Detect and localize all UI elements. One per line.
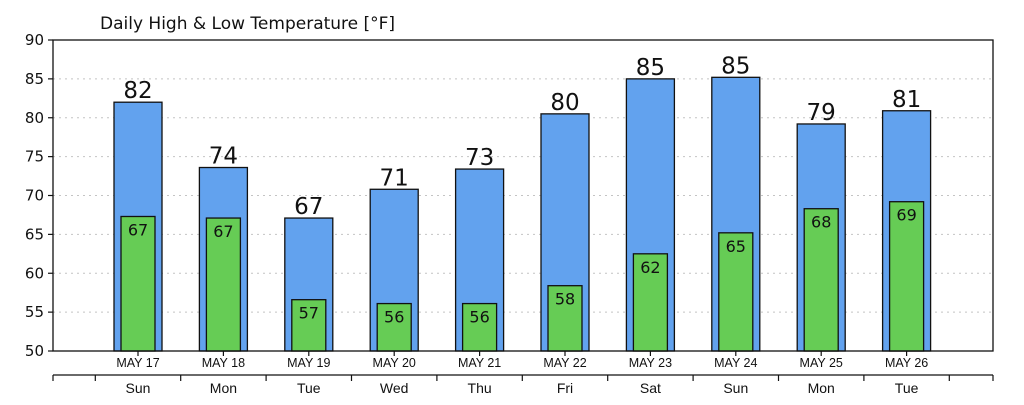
x-date-label: MAY 20 [373,356,416,370]
low-value-label: 67 [213,222,233,241]
x-date-label: MAY 17 [116,356,159,370]
x-date-label: MAY 24 [714,356,757,370]
low-value-label: 62 [640,258,660,277]
low-bar [632,253,669,352]
high-value-label: 80 [550,90,579,116]
weekday-label: Mon [808,380,835,396]
y-tick-label: 50 [25,342,44,360]
y-tick-label: 70 [25,187,44,205]
low-value-label: 68 [811,213,831,232]
x-date-label: MAY 19 [287,356,330,370]
low-value-label: 57 [299,304,319,323]
y-tick-label: 65 [25,225,44,243]
y-tick-label: 55 [25,303,44,321]
weekday-label: Wed [380,380,409,396]
high-value-label: 67 [294,194,323,220]
high-value-label: 85 [636,55,665,81]
y-tick-label: 80 [25,109,44,127]
weekday-label: Tue [895,380,919,396]
high-value-label: 79 [807,100,836,126]
x-date-label: MAY 18 [202,356,245,370]
y-tick-label: 60 [25,264,44,282]
low-bar [888,201,925,352]
low-value-label: 58 [555,290,575,309]
low-value-label: 67 [128,220,148,239]
low-value-label: 56 [384,308,404,327]
low-value-label: 69 [896,206,916,225]
x-date-label: MAY 25 [800,356,843,370]
y-tick-label: 90 [25,31,44,49]
high-value-label: 81 [892,87,921,113]
high-value-label: 73 [465,145,494,171]
low-value-label: 56 [469,308,489,327]
y-tick-label: 75 [25,148,44,166]
low-bar [120,215,156,352]
high-value-label: 82 [123,78,152,104]
high-value-label: 71 [380,165,409,191]
low-bar [718,232,754,352]
low-value-label: 65 [726,237,746,256]
high-value-label: 85 [721,53,750,79]
weekday-label: Tue [297,380,321,396]
weekday-label: Thu [468,380,492,396]
weekday-label: Mon [210,380,237,396]
y-tick-label: 85 [25,70,44,88]
weekday-label: Sun [126,380,151,396]
x-date-label: MAY 21 [458,356,501,370]
weekday-label: Sat [640,380,661,396]
weekday-label: Fri [557,380,573,396]
weekday-label: Sun [723,380,748,396]
low-bar [205,217,242,352]
low-bar [291,299,327,352]
x-date-label: MAY 22 [543,356,586,370]
low-bar [547,285,583,352]
chart-title: Daily High & Low Temperature [°F] [100,14,396,34]
x-date-label: MAY 26 [885,356,928,370]
high-value-label: 74 [209,144,238,170]
x-date-label: MAY 23 [629,356,672,370]
